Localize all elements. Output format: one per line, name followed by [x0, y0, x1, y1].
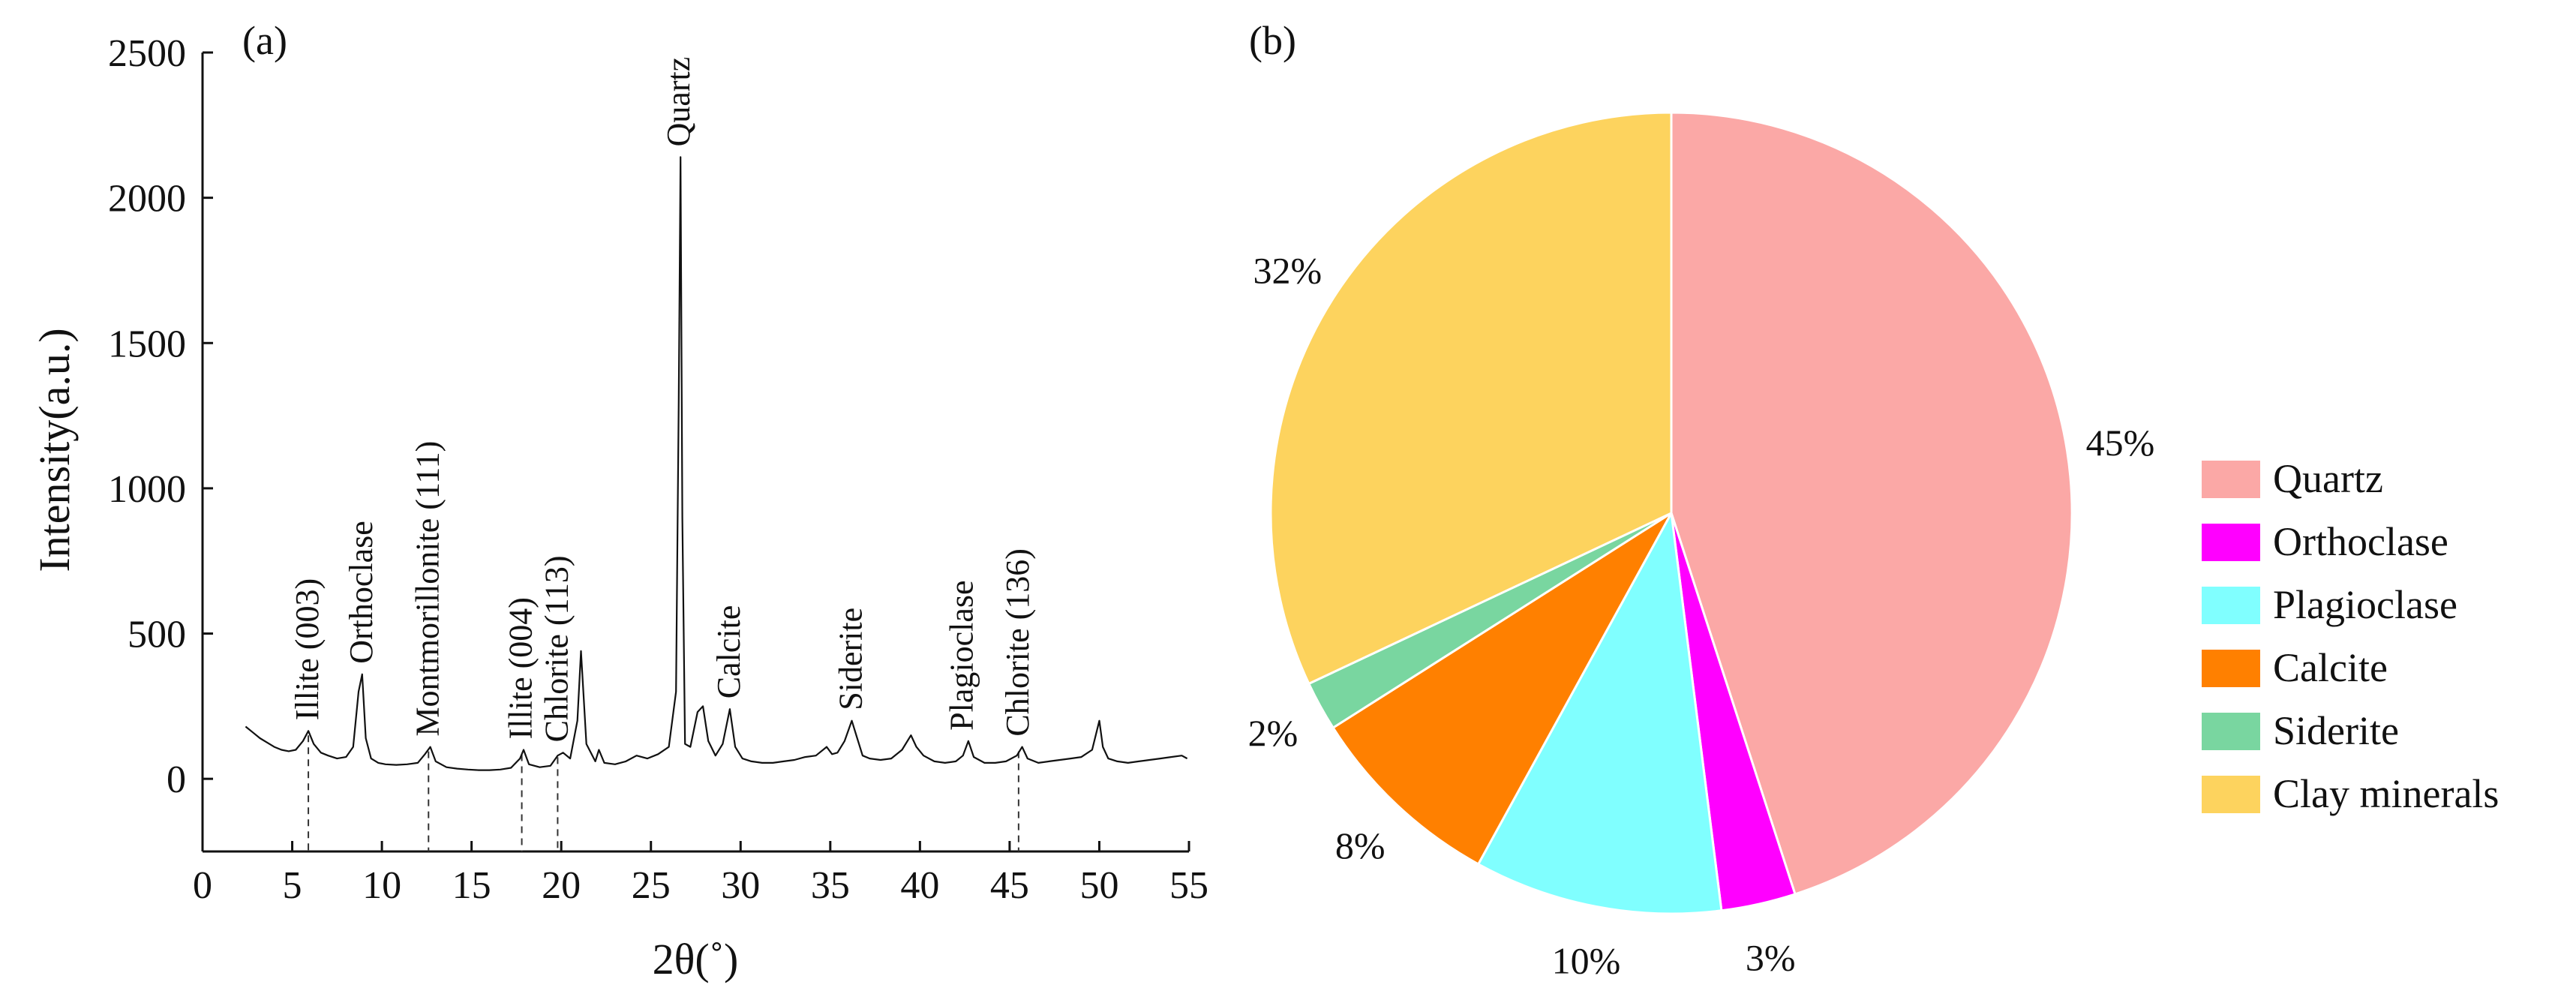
legend-swatch — [2202, 650, 2260, 687]
xrd-peak-label: Illite (003) — [289, 578, 326, 720]
xrd-x-tick-label: 35 — [811, 864, 850, 907]
xrd-peak-label: Chlorite (136) — [999, 548, 1036, 737]
legend-swatch — [2202, 713, 2260, 750]
panel-label-b: (b) — [1249, 18, 1296, 63]
xrd-x-tick-label: 10 — [362, 864, 401, 907]
legend-label: Quartz — [2273, 456, 2383, 501]
legend-label: Orthoclase — [2273, 519, 2448, 564]
xrd-peak-label: Chlorite (113) — [538, 555, 575, 742]
xrd-peak-label: Orthoclase — [343, 521, 380, 664]
xrd-peak-label: Montmorillonite (111) — [409, 441, 446, 737]
xrd-chart: (a) 0 5 10 15 20 25 30 35 40 45 50 55 0 500 1000 1500 20… — [30, 18, 1208, 983]
xrd-x-axis-title: 2θ(˚) — [653, 935, 739, 983]
composition-pie-chart: (b) 45% 3% 10% 8% 2% 32% Quartz Orthoclase Plag… — [1248, 18, 2499, 981]
pie-percent-label: 8% — [1335, 824, 1386, 866]
xrd-axes — [201, 53, 1189, 853]
pie-legend: Quartz Orthoclase Plagioclase Calcite Sideri… — [2202, 456, 2499, 816]
xrd-x-tick-label: 45 — [990, 864, 1029, 907]
xrd-ticks: 0 5 10 15 20 25 30 35 40 45 50 55 0 500 1000 1500 2000 25… — [108, 32, 1208, 907]
xrd-y-tick-label: 1000 — [108, 468, 186, 511]
xrd-y-tick-label: 500 — [128, 614, 186, 656]
legend-label: Calcite — [2273, 645, 2388, 690]
pie-percent-label: 45% — [2086, 422, 2155, 464]
legend-swatch — [2202, 524, 2260, 561]
legend-label: Clay minerals — [2273, 771, 2499, 816]
pie-slice — [1670, 111, 2073, 896]
pie-percent-label: 32% — [1253, 249, 1322, 291]
xrd-peak-label: Illite (004) — [503, 597, 539, 739]
xrd-series — [245, 156, 1188, 771]
legend-swatch — [2202, 776, 2260, 813]
xrd-x-tick-label: 50 — [1079, 864, 1118, 907]
xrd-peak-labels: Illite (003) Orthoclase Montmorillonite (1… — [289, 57, 1036, 743]
xrd-x-tick-label: 40 — [900, 864, 939, 907]
xrd-reference-lines — [308, 735, 1019, 851]
xrd-y-axis-title: Intensity(a.u.) — [30, 328, 79, 572]
pie-percent-label: 2% — [1248, 712, 1299, 754]
xrd-y-tick-label: 0 — [167, 758, 186, 801]
panel-label-a: (a) — [242, 18, 287, 63]
pie-slice — [1476, 509, 1723, 915]
pie-percent-label: 10% — [1552, 939, 1621, 981]
pie-slices — [1269, 111, 2073, 915]
xrd-x-tick-label: 0 — [193, 864, 212, 907]
xrd-peak-label: Siderite — [833, 608, 869, 710]
xrd-x-tick-label: 20 — [542, 864, 581, 907]
legend-label: Siderite — [2273, 708, 2399, 753]
legend-swatch — [2202, 461, 2260, 498]
pie-slice — [1269, 111, 1673, 686]
xrd-x-tick-label: 15 — [452, 864, 491, 907]
xrd-x-tick-label: 5 — [283, 864, 302, 907]
xrd-peak-label: Quartz — [660, 57, 697, 147]
xrd-x-tick-label: 55 — [1169, 864, 1208, 907]
xrd-y-tick-label: 1500 — [108, 323, 186, 365]
xrd-line — [245, 156, 1188, 771]
pie-percent-labels: 45% 3% 10% 8% 2% 32% — [1248, 249, 2155, 981]
xrd-y-tick-label: 2500 — [108, 32, 186, 75]
legend-swatch — [2202, 587, 2260, 624]
pie-percent-label: 3% — [1746, 936, 1796, 978]
legend-label: Plagioclase — [2273, 582, 2457, 627]
xrd-peak-label: Plagioclase — [944, 580, 980, 730]
xrd-y-tick-label: 2000 — [108, 178, 186, 221]
pie-slice — [1332, 512, 1673, 866]
xrd-x-tick-label: 25 — [632, 864, 671, 907]
xrd-peak-label: Calcite — [710, 605, 747, 699]
xrd-x-tick-label: 30 — [721, 864, 760, 907]
